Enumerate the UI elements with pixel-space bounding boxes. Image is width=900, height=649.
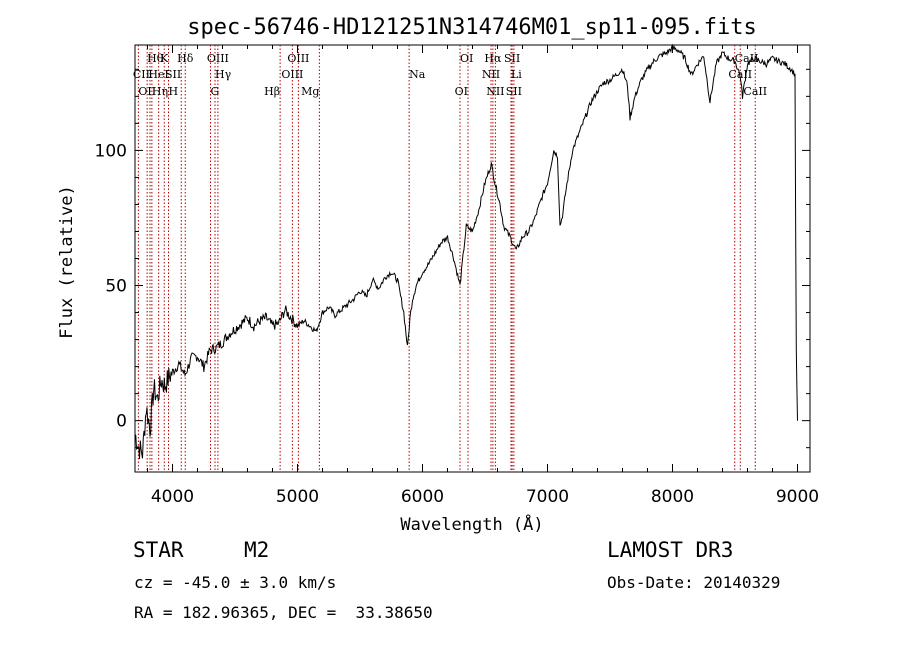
line-marker-label: OIII xyxy=(207,52,229,65)
redshift-cz: cz = -45.0 ± 3.0 km/s xyxy=(134,573,337,592)
line-marker-label: SII xyxy=(165,68,181,81)
line-marker-label: OI xyxy=(455,85,468,98)
line-marker-label: CII xyxy=(133,68,150,81)
line-marker-label: K xyxy=(160,52,169,65)
x-tick-label: 6000 xyxy=(401,487,444,507)
survey-name: LAMOST DR3 xyxy=(607,538,734,562)
line-marker-label: OIII xyxy=(281,68,303,81)
observation-date: Obs-Date: 20140329 xyxy=(607,573,781,592)
line-marker-label: SII xyxy=(504,52,520,65)
line-marker-label: CaII xyxy=(743,85,767,98)
line-marker-label: NII xyxy=(482,68,500,81)
y-tick-label: 50 xyxy=(105,277,127,297)
line-marker-label: Hα xyxy=(484,52,502,65)
line-marker-label: HeI xyxy=(148,68,168,81)
line-marker-label: Hη xyxy=(152,85,168,98)
line-marker-label: G xyxy=(211,85,220,98)
line-marker-label: Na xyxy=(409,68,426,81)
line-marker-label: H xyxy=(169,85,179,98)
x-tick-label: 4000 xyxy=(151,487,194,507)
y-tick-label: 100 xyxy=(95,141,127,161)
x-tick-label: 9000 xyxy=(776,487,819,507)
object-class: STAR xyxy=(133,538,184,562)
emission-line-markers xyxy=(137,45,756,472)
line-marker-label: Mg xyxy=(301,85,319,98)
ra-dec-coords: RA = 182.96365, DEC = 33.38650 xyxy=(134,603,433,622)
plot-frame xyxy=(134,44,811,473)
x-tick-label: 7000 xyxy=(526,487,569,507)
line-marker-label: OII xyxy=(138,85,156,98)
y-axis-ticks: 0 50 100 xyxy=(95,68,810,449)
x-axis-label: Wavelength (Å) xyxy=(400,513,543,535)
spectrum-line xyxy=(134,43,798,460)
x-tick-label: 5000 xyxy=(276,487,319,507)
line-marker-label: OIII xyxy=(287,52,309,65)
line-marker-label: CaII xyxy=(735,52,759,65)
line-marker-label: Hγ xyxy=(215,68,232,81)
line-marker-label: Hβ xyxy=(264,85,280,98)
line-marker-label: Li xyxy=(511,68,522,81)
line-marker-label: OI xyxy=(460,52,473,65)
y-axis-label: Flux (relative) xyxy=(57,185,77,339)
line-marker-label: Hδ xyxy=(177,52,194,65)
line-marker-label: NII xyxy=(486,85,504,98)
line-marker-label: SII xyxy=(506,85,522,98)
x-axis-ticks: 4000 5000 6000 7000 8000 9000 xyxy=(147,45,819,507)
y-tick-label: 0 xyxy=(116,412,127,432)
object-subclass: M2 xyxy=(244,538,270,562)
line-marker-label: Hθ xyxy=(147,52,164,65)
x-tick-label: 8000 xyxy=(651,487,694,507)
chart-title: spec-56746-HD121251N314746M01_sp11-095.f… xyxy=(187,15,757,40)
